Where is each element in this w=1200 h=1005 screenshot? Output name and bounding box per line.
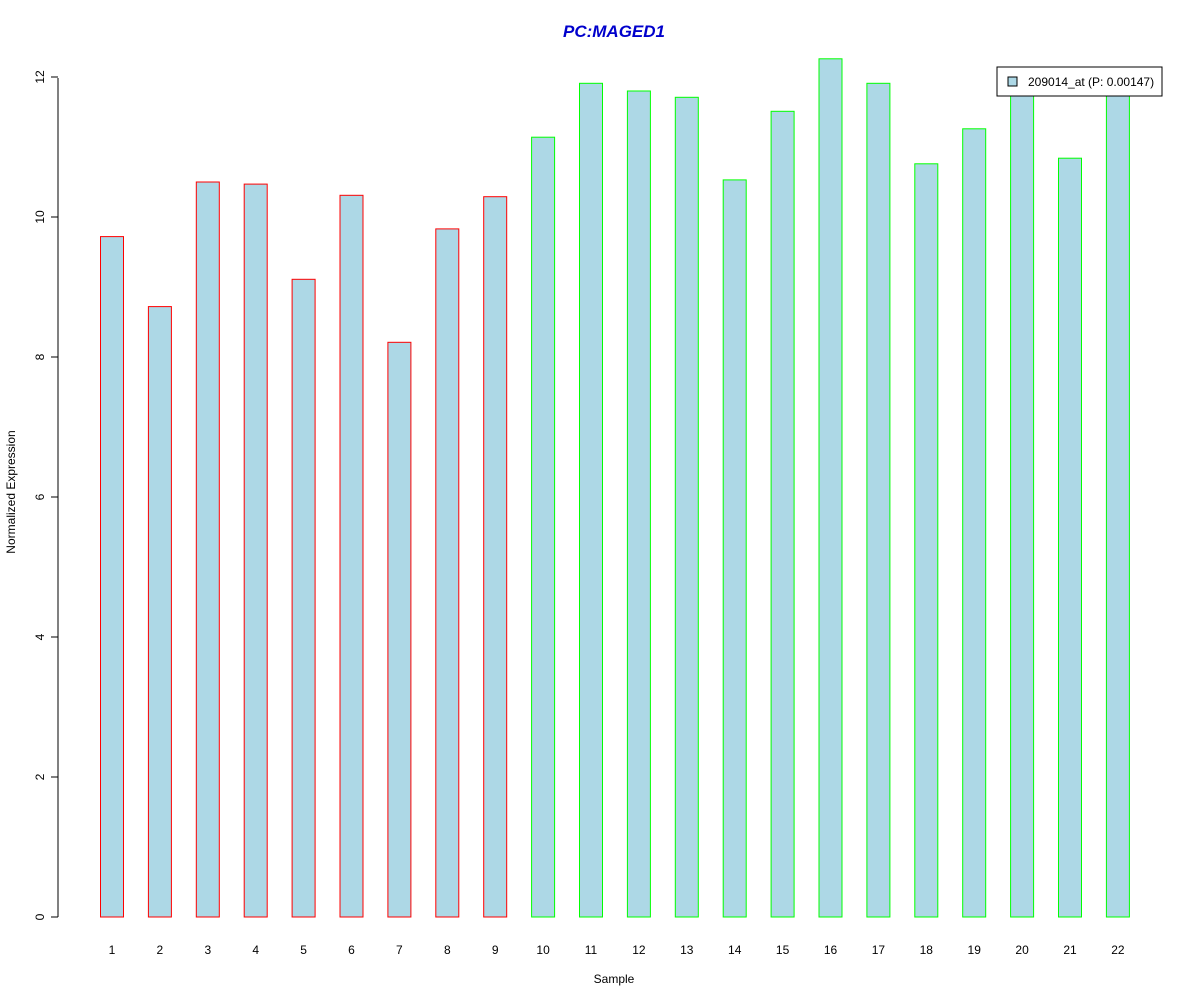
bar-sample-7 bbox=[387, 341, 412, 918]
bar-sample-16 bbox=[818, 58, 843, 918]
x-tick-label: 16 bbox=[824, 943, 838, 957]
bar-series bbox=[100, 58, 1130, 918]
x-tick-label: 1 bbox=[109, 943, 116, 957]
x-tick-label: 13 bbox=[680, 943, 694, 957]
y-tick-label: 0 bbox=[33, 913, 47, 920]
legend-swatch bbox=[1007, 76, 1018, 87]
x-tick-label: 21 bbox=[1063, 943, 1077, 957]
chart-title: PC:MAGED1 bbox=[563, 22, 665, 41]
bar-sample-5 bbox=[291, 278, 316, 918]
y-axis-ticks: 0 2 4 6 8 10 12 bbox=[33, 70, 58, 920]
y-axis-label: Normalized Expression bbox=[4, 430, 18, 553]
legend: 209014_at (P: 0.00147) bbox=[996, 66, 1163, 97]
bar-sample-11 bbox=[579, 82, 603, 918]
x-axis-label: Sample bbox=[594, 972, 635, 986]
bar-sample-18 bbox=[914, 163, 939, 918]
bar-sample-4 bbox=[243, 183, 268, 918]
bar-sample-6 bbox=[339, 194, 364, 918]
bar-sample-13 bbox=[674, 96, 699, 918]
bar-sample-9 bbox=[483, 196, 508, 918]
bar-sample-15 bbox=[770, 110, 795, 918]
bar-sample-8 bbox=[435, 228, 460, 918]
bar-sample-17 bbox=[866, 82, 891, 918]
y-tick-label: 6 bbox=[33, 493, 47, 500]
bar-sample-1 bbox=[100, 236, 124, 918]
x-tick-label: 17 bbox=[872, 943, 886, 957]
y-tick-label: 12 bbox=[33, 70, 47, 84]
y-tick-label: 8 bbox=[33, 353, 47, 360]
x-tick-label: 12 bbox=[632, 943, 646, 957]
bar-sample-2 bbox=[147, 306, 172, 918]
x-tick-label: 7 bbox=[396, 943, 403, 957]
x-tick-label: 19 bbox=[968, 943, 982, 957]
y-tick-label: 10 bbox=[33, 210, 47, 224]
x-tick-label: 8 bbox=[444, 943, 451, 957]
x-tick-label: 2 bbox=[157, 943, 164, 957]
x-tick-label: 6 bbox=[348, 943, 355, 957]
x-tick-label: 20 bbox=[1015, 943, 1029, 957]
x-tick-label: 10 bbox=[536, 943, 550, 957]
x-tick-label: 18 bbox=[920, 943, 934, 957]
y-tick-label: 2 bbox=[33, 773, 47, 780]
bar-sample-22 bbox=[1105, 88, 1130, 918]
legend-label: 209014_at (P: 0.00147) bbox=[1028, 75, 1154, 89]
bar-sample-20 bbox=[1010, 87, 1035, 918]
bar-sample-12 bbox=[626, 90, 651, 918]
bar-sample-10 bbox=[531, 136, 556, 918]
x-tick-label: 3 bbox=[204, 943, 211, 957]
x-axis-tick-labels: 1 2 3 4 5 6 7 8 9 10 11 12 13 14 15 16 17 18 19 20 21 22 bbox=[109, 943, 1125, 957]
x-tick-label: 5 bbox=[300, 943, 307, 957]
x-tick-label: 9 bbox=[492, 943, 499, 957]
x-tick-label: 14 bbox=[728, 943, 742, 957]
bar-sample-3 bbox=[195, 181, 220, 918]
x-tick-label: 22 bbox=[1111, 943, 1125, 957]
x-tick-label: 15 bbox=[776, 943, 790, 957]
bar-sample-14 bbox=[722, 179, 747, 918]
bar-sample-19 bbox=[962, 128, 987, 918]
x-tick-label: 11 bbox=[585, 943, 598, 957]
y-tick-label: 4 bbox=[33, 633, 47, 640]
bar-sample-21 bbox=[1058, 157, 1082, 918]
x-tick-label: 4 bbox=[252, 943, 259, 957]
legend-box bbox=[996, 66, 1163, 97]
